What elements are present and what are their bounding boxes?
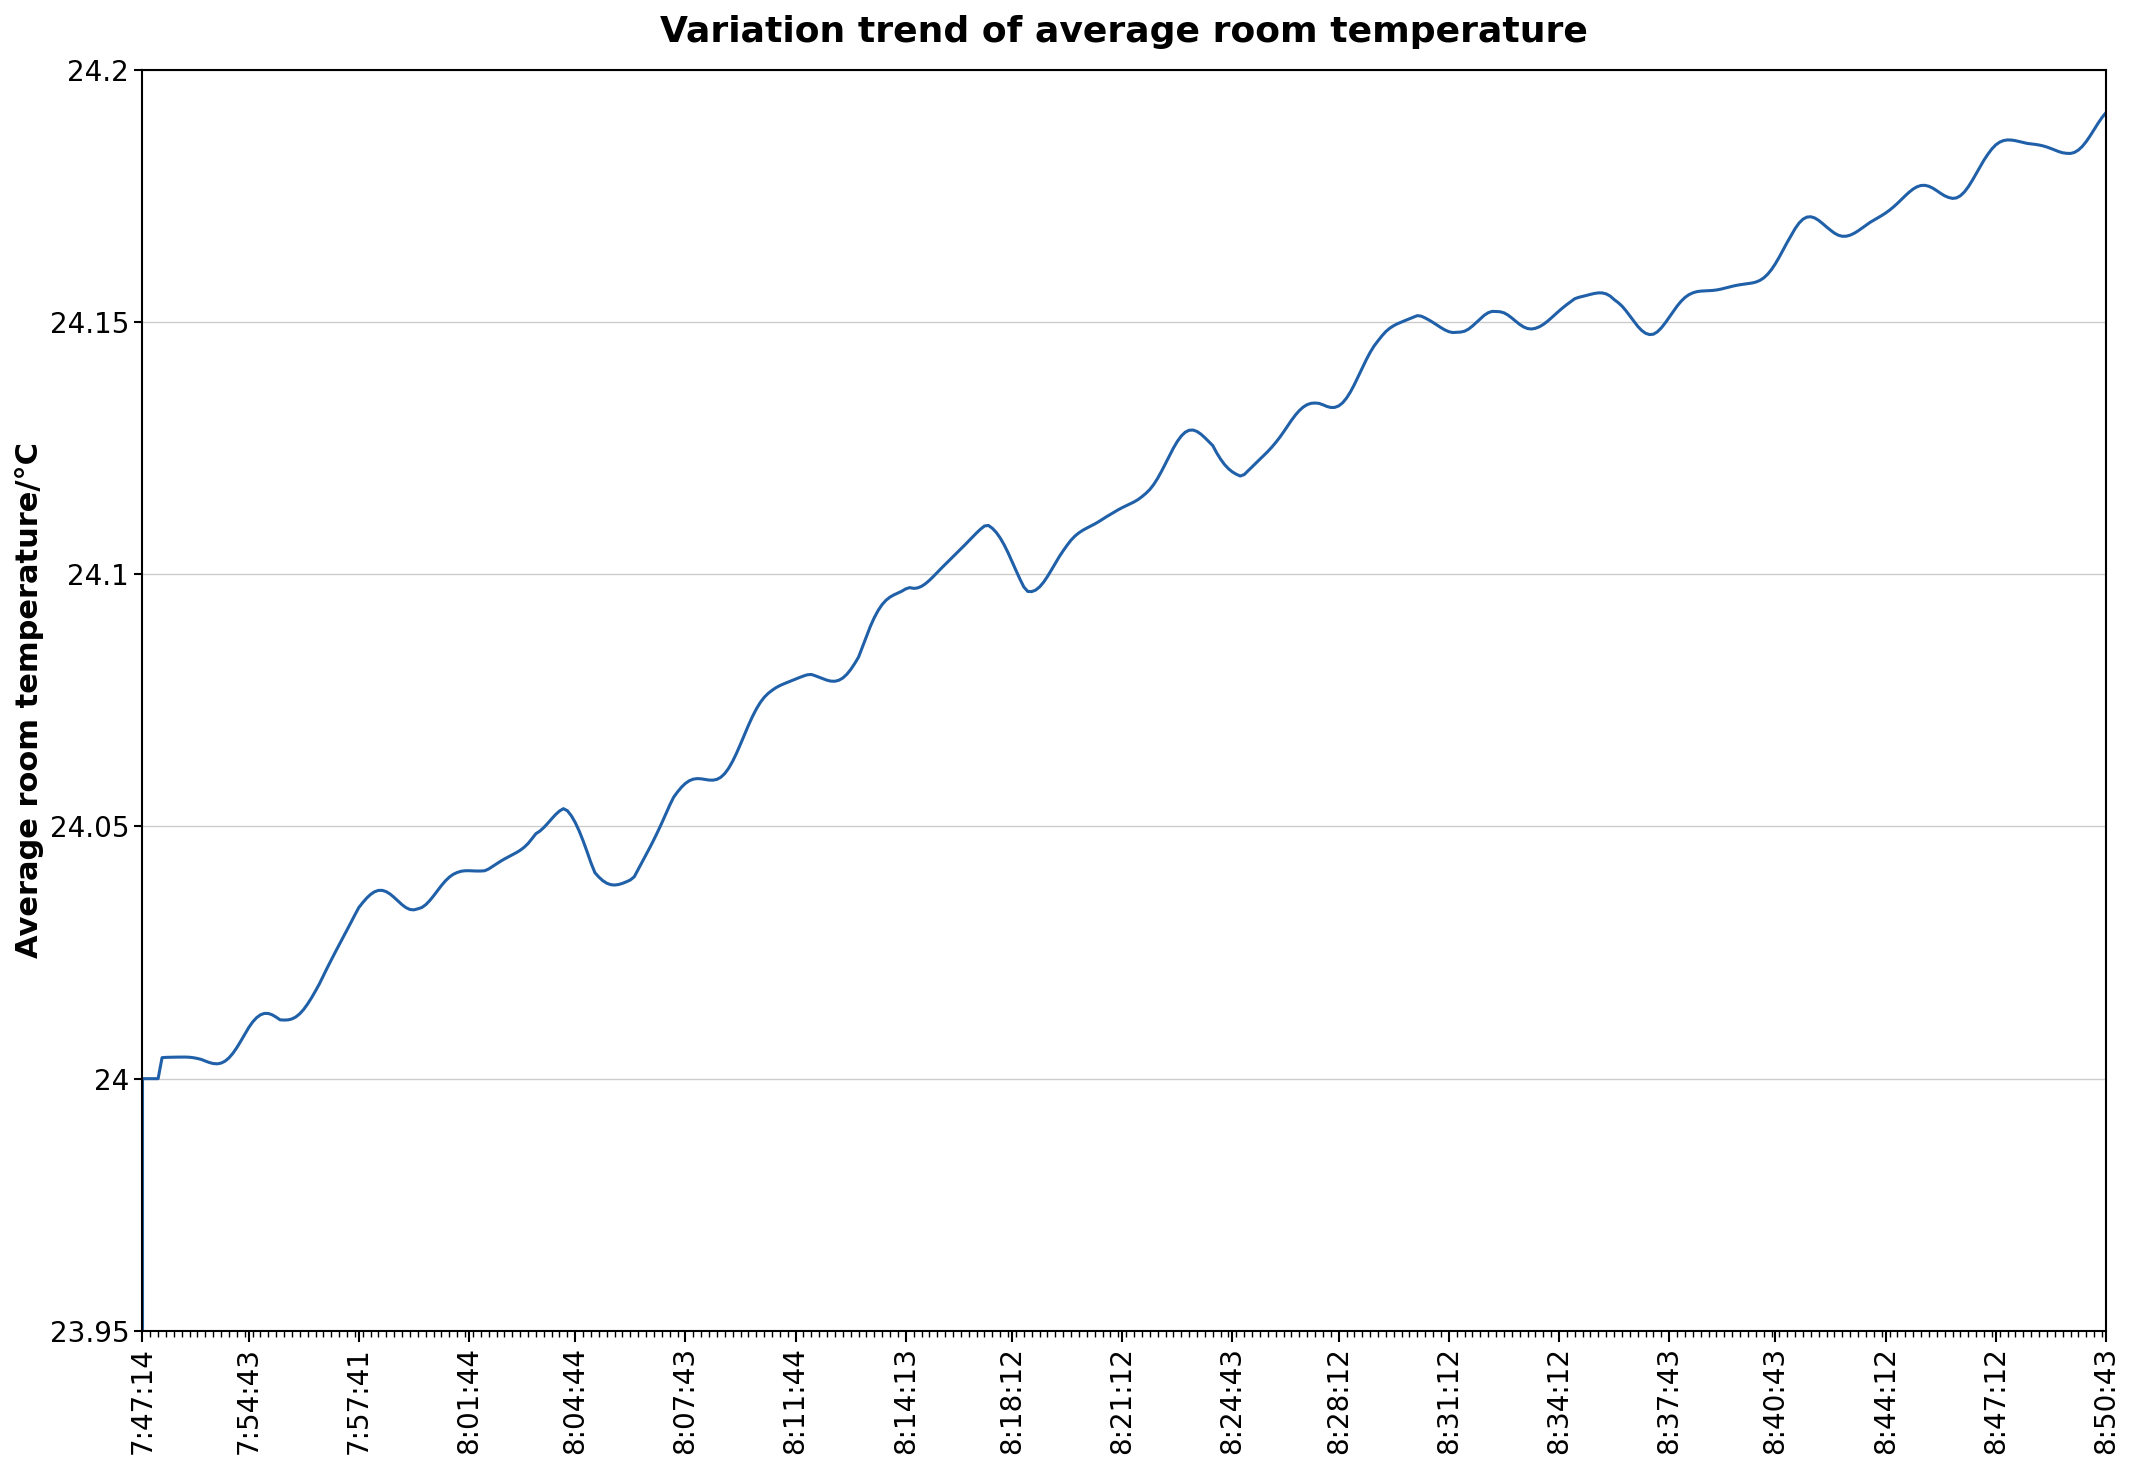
Title: Variation trend of average room temperature: Variation trend of average room temperat… [660, 15, 1588, 48]
Y-axis label: Average room temperature/°C: Average room temperature/°C [15, 442, 45, 958]
